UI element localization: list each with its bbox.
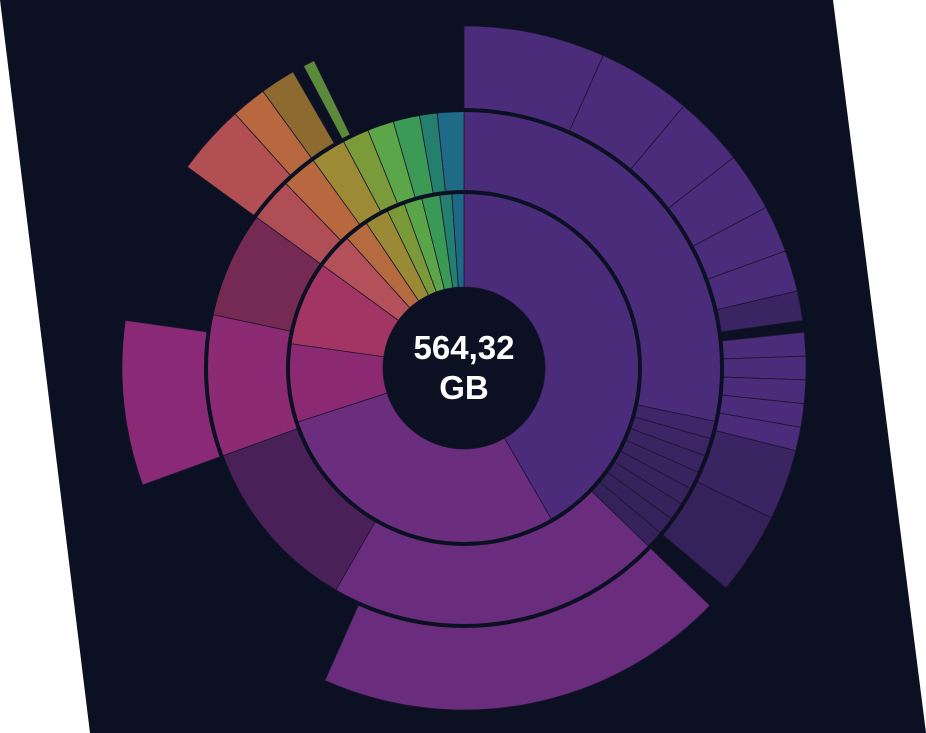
ring-separator: [204, 108, 724, 628]
sunburst-segment[interactable]: [722, 355, 807, 381]
center-hole: [384, 288, 544, 448]
ring-separator: [286, 190, 642, 546]
sunburst-segment[interactable]: [721, 331, 807, 360]
